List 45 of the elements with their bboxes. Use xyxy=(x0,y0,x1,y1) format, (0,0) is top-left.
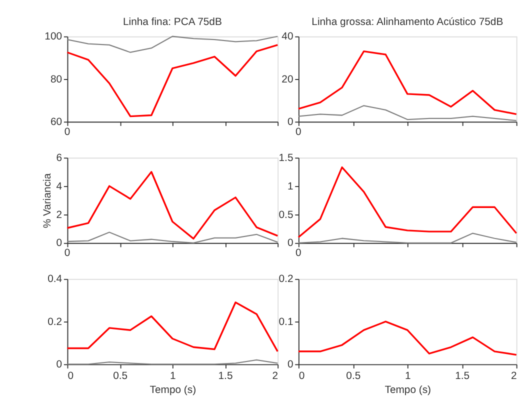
y-tick-label: 6 xyxy=(56,152,62,164)
x-axis-title: Tempo (s) xyxy=(150,385,196,396)
x-axis-title: Tempo (s) xyxy=(384,385,432,396)
x-tick-label: 1.5 xyxy=(455,370,470,382)
y-tick-label: 0.5 xyxy=(278,210,294,221)
y-tick-label: 2 xyxy=(56,210,62,221)
chart-title: Linha fina: PCA 75dB xyxy=(122,17,222,28)
x-tick-label: 1 xyxy=(404,370,411,382)
y-tick-label: 1 xyxy=(287,181,294,192)
y-axis-title: % Variancia xyxy=(42,173,54,228)
x-tick-label: 0 xyxy=(298,370,305,382)
y-tick-label: 80 xyxy=(50,74,62,86)
chart-title: Linha grossa: Alinhamento Acústico 75dB xyxy=(312,17,504,28)
y-tick-label: 0 xyxy=(56,360,62,371)
line-series xyxy=(66,302,278,352)
y-tick-label: 60 xyxy=(50,116,62,128)
line-series xyxy=(66,44,278,118)
line-series xyxy=(66,171,278,240)
line-series xyxy=(298,320,518,356)
x-tick-label: 0.5 xyxy=(346,370,361,382)
line-series xyxy=(66,36,278,53)
y-tick-label: 20 xyxy=(282,74,294,86)
y-tick-label: 0 xyxy=(287,116,294,128)
line-series xyxy=(298,50,518,116)
text: 0 xyxy=(296,126,302,138)
y-tick-label: 0.4 xyxy=(48,274,62,286)
y-tick-label: 0 xyxy=(56,238,62,250)
text: 0 xyxy=(296,248,302,260)
x-tick-label: 0 xyxy=(68,370,74,382)
y-tick-label: 0 xyxy=(287,238,294,250)
y-tick-label: 0 xyxy=(287,360,294,371)
text: 0 xyxy=(64,248,70,260)
text: 0 xyxy=(64,126,70,138)
x-tick-label: 0.5 xyxy=(113,370,128,382)
y-tick-label: 0.2 xyxy=(48,316,62,328)
y-tick-label: 1.5 xyxy=(278,152,294,164)
x-tick-label: 1 xyxy=(170,370,176,382)
y-tick-label: 4 xyxy=(56,181,62,192)
y-tick-label: 40 xyxy=(282,32,294,43)
y-tick-label: 100 xyxy=(44,32,62,43)
y-tick-label: 0.1 xyxy=(278,316,294,328)
x-tick-label: 2 xyxy=(511,370,518,382)
line-series xyxy=(298,166,518,238)
y-tick-label: 0.2 xyxy=(278,274,294,286)
x-tick-label: 1.5 xyxy=(218,370,233,382)
